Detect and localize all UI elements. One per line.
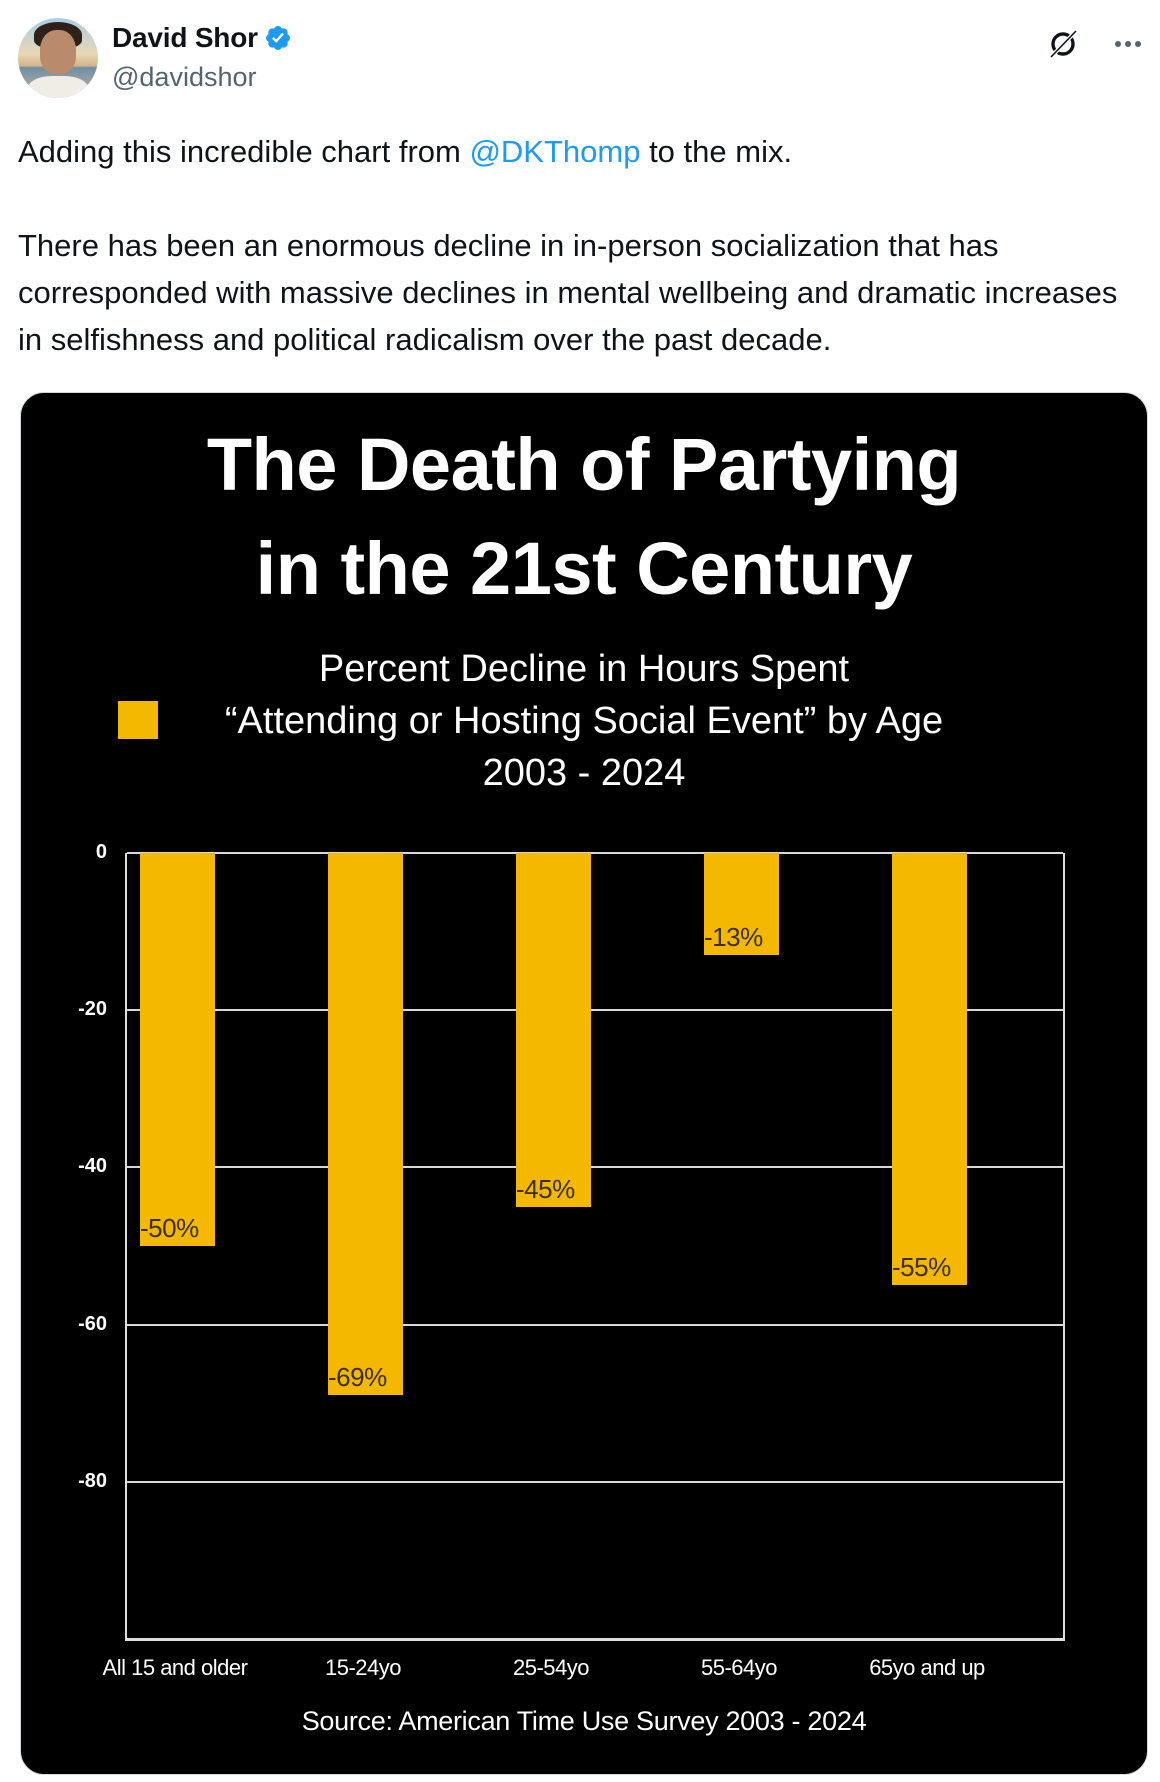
gridline <box>127 1323 1063 1326</box>
more-icon-dot <box>1125 41 1131 47</box>
bar: -50% <box>140 853 215 1246</box>
plot-area: -50% -69% -45% -13% -55% <box>125 852 1065 1641</box>
bar-value-label: -50% <box>140 1213 199 1243</box>
author-handle[interactable]: @davidshor <box>112 62 257 92</box>
gridline <box>127 1009 1063 1012</box>
x-tick-label: 65yo and up <box>869 1655 985 1680</box>
x-tick-label: 25-54yo <box>512 1655 590 1680</box>
y-tick-label: -60 <box>78 1312 107 1335</box>
chart-subtitle-line-3: 2003 - 2024 <box>482 752 686 794</box>
chart-title-line-2: in the 21st Century <box>255 527 913 610</box>
tweet-text-segment: Adding this incredible chart from <box>18 134 470 169</box>
gridline <box>127 1480 1063 1483</box>
grok-icon <box>1049 29 1078 59</box>
tweet-paragraph-2: There has been an enormous decline in in… <box>18 228 1118 357</box>
y-tick-label: -80 <box>78 1469 107 1492</box>
bar-value-label: -55% <box>892 1252 951 1283</box>
y-tick-label: 0 <box>95 841 107 863</box>
bar: -45% <box>516 853 591 1207</box>
bar: -69% <box>328 853 403 1396</box>
tweet-text: Adding this incredible chart from @DKTho… <box>18 128 1143 363</box>
chart-title-line-1: The Death of Partying <box>206 423 962 506</box>
chart-source: Source: American Time Use Survey 2003 - … <box>301 1706 867 1736</box>
author-display-name[interactable]: David Shor <box>112 22 258 53</box>
more-options-button[interactable] <box>1110 26 1146 62</box>
y-tick-label: -20 <box>78 998 107 1021</box>
chart-subtitle-line-2: “Attending or Hosting Social Event” by A… <box>224 700 944 742</box>
x-tick-label: All 15 and older <box>102 1655 248 1680</box>
grok-button[interactable] <box>1045 26 1081 62</box>
x-tick-label: 55-64yo <box>700 1655 778 1680</box>
x-tick-label: 15-24yo <box>324 1655 402 1680</box>
chart-image-card[interactable]: The Death of Partying in the 21st Centur… <box>20 392 1148 1775</box>
bar-value-label: -13% <box>704 922 763 953</box>
chart-subtitle-line-1: Percent Decline in Hours Spent <box>318 648 850 690</box>
bar-value-label: -69% <box>328 1362 387 1393</box>
bar-value-label: -45% <box>516 1173 575 1204</box>
more-icon-dot <box>1115 41 1121 47</box>
bar: -13% <box>704 853 779 956</box>
tweet-text-segment: to the mix. <box>640 134 793 169</box>
chart-title: The Death of Partying in the 21st Centur… <box>21 413 1147 621</box>
legend-swatch <box>118 701 158 739</box>
avatar[interactable] <box>18 18 98 98</box>
chart-subtitle: Percent Decline in Hours Spent “Attendin… <box>21 643 1147 799</box>
avatar-face <box>40 30 76 74</box>
gridline <box>127 1166 1063 1169</box>
tweet-paragraph-1: Adding this incredible chart from @DKTho… <box>18 128 1143 175</box>
author-name-row: David Shor <box>112 22 292 54</box>
y-tick-label: -40 <box>78 1155 107 1178</box>
more-icon-dot <box>1135 41 1141 47</box>
verified-badge-icon <box>265 26 290 50</box>
bar: -55% <box>892 853 967 1286</box>
avatar-shirt <box>28 76 88 98</box>
gridline <box>127 852 1063 854</box>
mention-link[interactable]: @DKThomp <box>469 134 641 169</box>
